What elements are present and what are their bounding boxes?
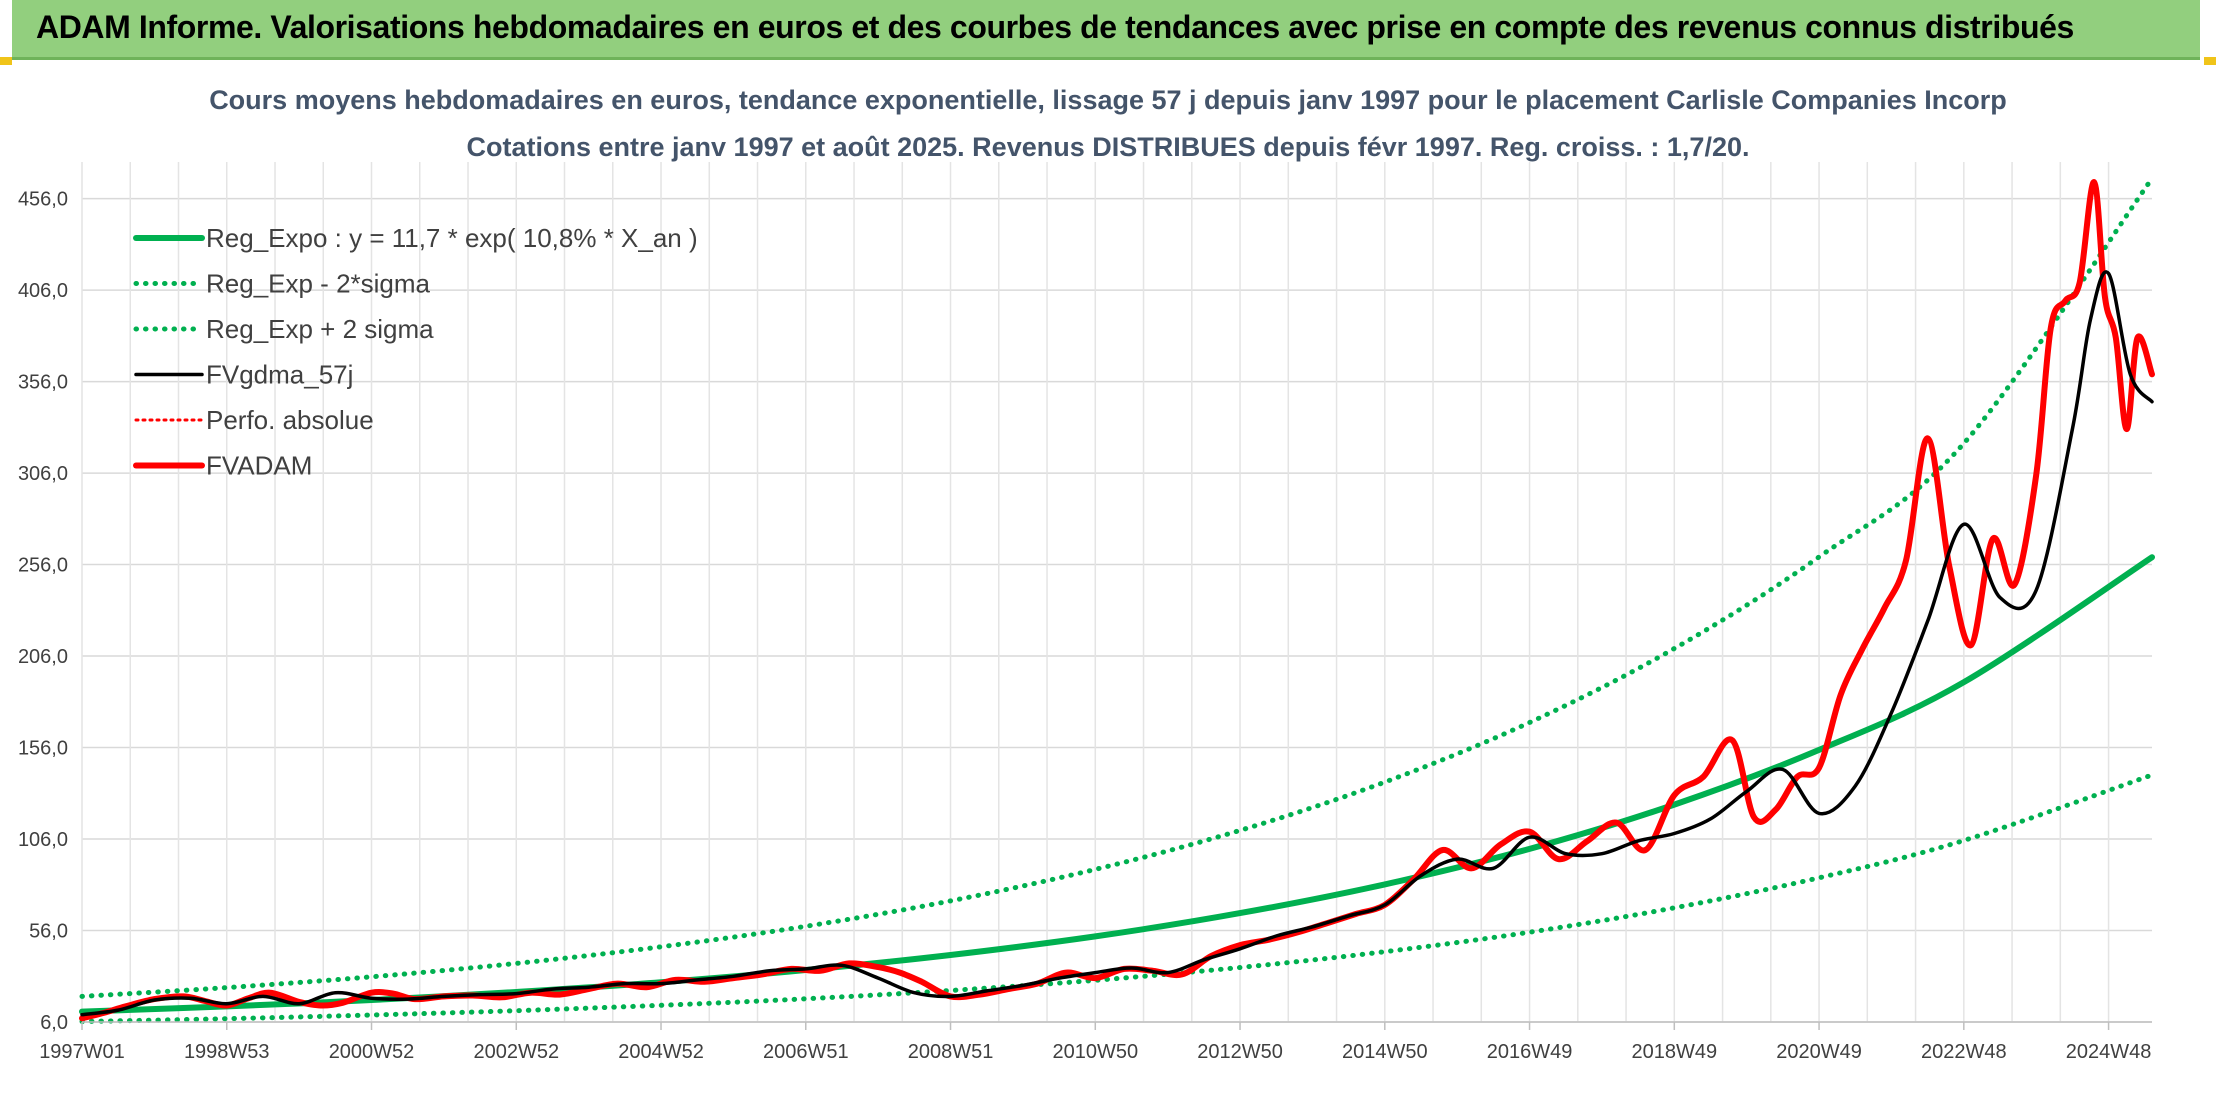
x-tick-label: 2010W50 — [1052, 1041, 1138, 1063]
x-tick-label: 2004W52 — [618, 1041, 704, 1063]
legend-label: Reg_Expo : y = 11,7 * exp( 10,8% * X_an … — [206, 223, 698, 253]
y-tick-label: 356,0 — [18, 372, 68, 394]
x-tick-label: 2008W51 — [908, 1041, 994, 1063]
series-line-5 — [79, 179, 2155, 1022]
x-tick-label: 2018W49 — [1631, 1041, 1717, 1063]
x-tick-label: 2012W50 — [1197, 1041, 1283, 1063]
chart-title: Cours moyens hebdomadaires en euros, ten… — [209, 85, 2007, 115]
x-tick-label: 2000W52 — [329, 1041, 415, 1063]
y-tick-label: 206,0 — [18, 646, 68, 668]
series-line-0 — [79, 554, 2155, 1015]
y-tick-label: 6,0 — [40, 1012, 68, 1034]
x-tick-label: 2002W52 — [473, 1041, 559, 1063]
x-tick-label: 2016W49 — [1487, 1041, 1573, 1063]
y-tick-label: 106,0 — [18, 829, 68, 851]
series-line-3 — [80, 270, 2154, 1017]
chart-subtitle: Cotations entre janv 1997 et août 2025. … — [467, 132, 1750, 162]
corner-marker-right — [2204, 57, 2216, 65]
legend-label: Perfo. absolue — [206, 405, 374, 435]
grid — [81, 162, 2152, 1023]
y-tick-label: 306,0 — [18, 463, 68, 485]
legend-label: Reg_Exp + 2 sigma — [206, 314, 434, 344]
bottom-strip — [0, 1100, 2216, 1106]
y-tick-label: 256,0 — [18, 555, 68, 577]
x-tick-label: 2014W50 — [1342, 1041, 1428, 1063]
corner-marker-left — [0, 57, 12, 65]
x-tick-label: 1997W01 — [39, 1041, 125, 1063]
legend-label: FVADAM — [206, 451, 312, 481]
series-group — [79, 176, 2155, 1024]
legend-label: FVgdma_57j — [206, 360, 353, 390]
x-tick-label: 2006W51 — [763, 1041, 849, 1063]
y-tick-label: 406,0 — [18, 280, 68, 302]
report-header: ADAM Informe. Valorisations hebdomadaire… — [12, 0, 2200, 60]
x-tick-label: 2020W49 — [1776, 1041, 1862, 1063]
axes: 6,0 56,0 106,0 156,0 206,0 256,0 306,0 356,0 406… — [18, 189, 2152, 1063]
series-line-1 — [79, 772, 2155, 1024]
y-tick-label: 56,0 — [29, 921, 68, 943]
legend: Reg_Expo : y = 11,7 * exp( 10,8% * X_an … — [133, 223, 698, 481]
y-tick-label: 456,0 — [18, 189, 68, 211]
chart: Cours moyens hebdomadaires en euros, ten… — [18, 85, 2155, 1063]
legend-label: Reg_Exp - 2*sigma — [206, 269, 431, 299]
x-tick-label: 2022W48 — [1921, 1041, 2007, 1063]
report-title: ADAM Informe. Valorisations hebdomadaire… — [36, 9, 2074, 45]
x-tick-label: 2024W48 — [2066, 1041, 2152, 1063]
series-line-2 — [79, 176, 2155, 999]
y-tick-label: 156,0 — [18, 738, 68, 760]
x-tick-label: 1998W53 — [184, 1041, 270, 1063]
